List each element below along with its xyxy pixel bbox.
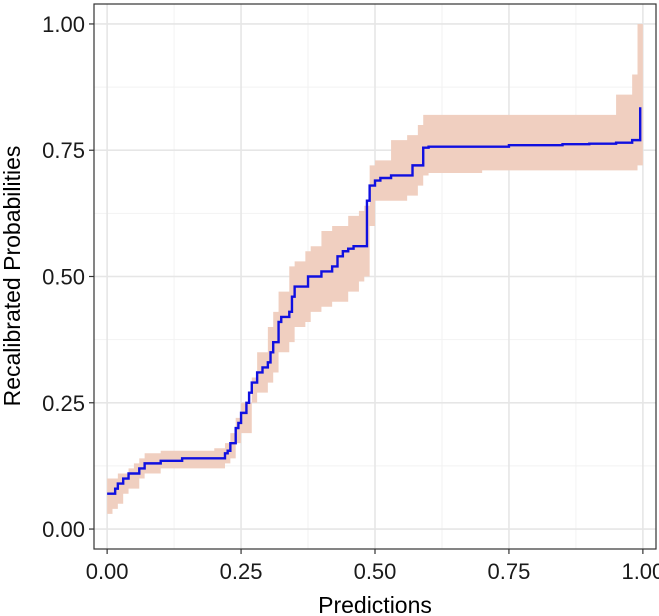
y-tick-label: 0.25	[42, 391, 85, 416]
y-tick-label: 0.75	[42, 138, 85, 163]
x-tick-label: 0.75	[488, 559, 531, 584]
x-tick-label: 0.25	[220, 559, 263, 584]
calibration-line	[107, 107, 642, 495]
x-axis-title: Predictions	[318, 592, 432, 616]
y-axis-title: Recalibrated Probabilities	[0, 146, 25, 407]
y-axis: 0.00 0.25 0.50 0.75 1.00	[42, 12, 94, 542]
y-tick-label: 1.00	[42, 12, 85, 37]
x-tick-label: 0.50	[354, 559, 397, 584]
major-gridlines	[94, 4, 656, 549]
x-tick-label: 1.00	[621, 559, 659, 584]
calibration-line-layer	[107, 107, 642, 495]
y-tick-label: 0.00	[42, 517, 85, 542]
x-axis: 0.00 0.25 0.50 0.75 1.00	[86, 549, 659, 584]
x-tick-label: 0.00	[86, 559, 129, 584]
y-tick-label: 0.50	[42, 265, 85, 290]
